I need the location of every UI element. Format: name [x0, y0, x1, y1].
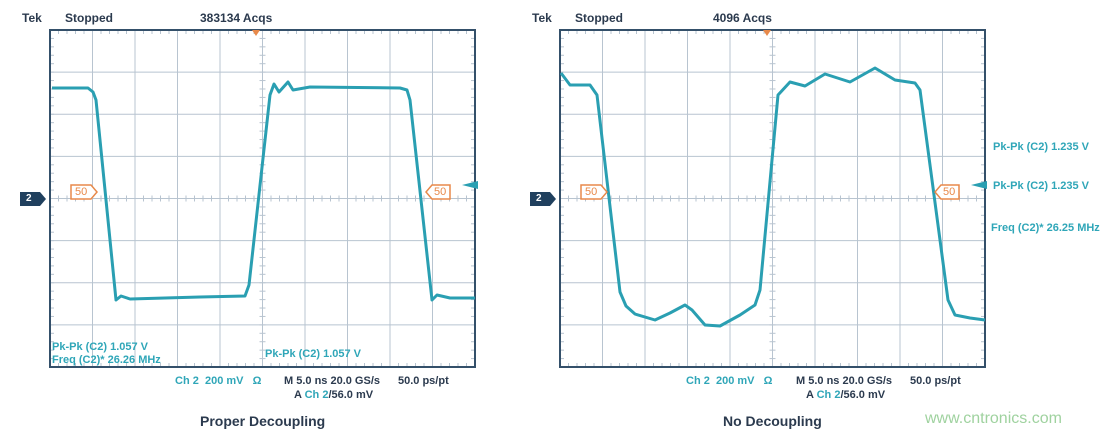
marker-text-right-b: 50	[943, 186, 956, 198]
caption-right: No Decoupling	[723, 413, 822, 429]
arrow-icon-right	[971, 181, 987, 189]
ch2-ground-marker-right	[530, 192, 556, 206]
trigger-position-marker-right	[763, 30, 771, 36]
trig-level: /56.0 mV	[328, 389, 374, 401]
level-marker-50-left-a	[70, 184, 98, 200]
ch2-ground-marker-left	[20, 192, 46, 206]
ch: Ch 2	[175, 375, 199, 387]
watermark: www.cntronics.com	[925, 410, 1062, 427]
measurement: Pk-Pk (C2) 1.057 V	[52, 341, 148, 353]
level-marker-50-right-b	[934, 184, 960, 200]
scope-frame	[559, 29, 986, 368]
waveform-right	[559, 66, 986, 328]
state-left: Stopped	[65, 11, 113, 25]
timebase: M 5.0 ns 20.0 GS/s	[284, 375, 380, 387]
resolution: 50.0 ps/pt	[398, 375, 449, 387]
acqs-left: 383134 Acqs	[200, 11, 273, 25]
trig-ch: Ch 2	[816, 389, 841, 401]
brand-right: Tek	[532, 11, 552, 25]
caption-left: Proper Decoupling	[200, 413, 326, 429]
measurement: Pk-Pk (C2) 1.057 V	[265, 348, 361, 360]
marker-text-left-a: 50	[75, 186, 88, 198]
acqs-right: 4096 Acqs	[713, 11, 772, 25]
arrow-icon-left	[462, 181, 478, 189]
scope-frame	[49, 29, 476, 368]
ch-label-right: 2	[536, 193, 542, 204]
measurement: Freq (C2)* 26.25 MHz	[991, 222, 1100, 234]
volts: 200 mV	[715, 375, 755, 387]
trig-ch: Ch 2	[304, 389, 329, 401]
trig-a: A	[294, 389, 302, 401]
trig-level: /56.0 mV	[840, 389, 886, 401]
measurement: Pk-Pk (C2) 1.235 V	[993, 141, 1089, 153]
ch-label-left: 2	[26, 193, 32, 204]
level-marker-50-left-b	[425, 184, 451, 200]
ohm: Ω	[763, 375, 773, 387]
timebase: M 5.0 ns 20.0 GS/s	[796, 375, 892, 387]
ohm: Ω	[252, 375, 262, 387]
measurement: Freq (C2)* 26.26 MHz	[52, 354, 161, 366]
marker-text-right-a: 50	[585, 186, 598, 198]
ch: Ch 2	[686, 375, 710, 387]
volts: 200 mV	[204, 375, 244, 387]
resolution: 50.0 ps/pt	[910, 375, 961, 387]
trigger-position-marker-left	[252, 30, 260, 36]
measurement: Pk-Pk (C2) 1.235 V	[993, 180, 1089, 192]
state-right: Stopped	[575, 11, 623, 25]
trig-a: A	[806, 389, 814, 401]
brand-left: Tek	[22, 11, 42, 25]
waveform-left	[52, 80, 475, 302]
marker-text-left-b: 50	[434, 186, 447, 198]
level-marker-50-right-a	[580, 184, 608, 200]
